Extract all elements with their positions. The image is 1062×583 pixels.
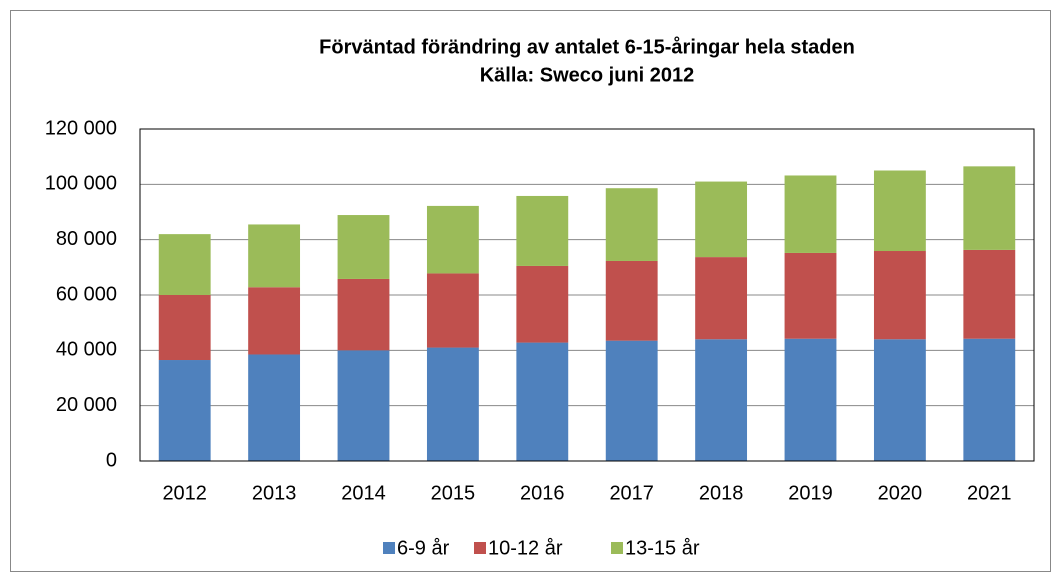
chart-subtitle: Källa: Sweco juni 2012 bbox=[480, 64, 695, 86]
legend-label: 6-9 år bbox=[397, 537, 450, 559]
bar-segment bbox=[426, 273, 479, 348]
bar-segment bbox=[963, 249, 1016, 339]
bar-segment bbox=[158, 234, 211, 295]
bar-segment bbox=[516, 342, 569, 461]
y-tick-label: 80 000 bbox=[56, 228, 117, 250]
bar-segment bbox=[605, 188, 658, 261]
x-tick-label: 2012 bbox=[162, 482, 207, 504]
bar-segment bbox=[784, 175, 837, 253]
y-tick-label: 20 000 bbox=[56, 394, 117, 416]
bar-segment bbox=[873, 339, 926, 461]
bar-segment bbox=[873, 251, 926, 340]
x-tick-label: 2019 bbox=[788, 482, 833, 504]
y-tick-label: 0 bbox=[106, 449, 117, 471]
bar-segment bbox=[248, 224, 301, 288]
legend-swatch bbox=[611, 542, 623, 554]
bar-segment bbox=[695, 339, 748, 461]
bar-segment bbox=[337, 350, 390, 461]
bar-segment bbox=[695, 181, 748, 258]
bar-segment bbox=[963, 338, 1016, 461]
x-tick-label: 2021 bbox=[967, 482, 1012, 504]
x-tick-label: 2017 bbox=[609, 482, 654, 504]
x-tick-label: 2014 bbox=[341, 482, 386, 504]
y-tick-label: 60 000 bbox=[56, 283, 117, 305]
bar-segment bbox=[337, 278, 390, 351]
bar-segment bbox=[158, 360, 211, 461]
bar-segment bbox=[605, 340, 658, 461]
y-tick-label: 100 000 bbox=[45, 173, 117, 195]
bar-segment bbox=[784, 338, 837, 461]
x-tick-label: 2016 bbox=[520, 482, 565, 504]
x-tick-label: 2013 bbox=[252, 482, 297, 504]
chart-title: Förväntad förändring av antalet 6-15-åri… bbox=[319, 35, 855, 58]
y-tick-label: 120 000 bbox=[45, 117, 117, 139]
bar-segment bbox=[873, 170, 926, 252]
y-tick-label: 40 000 bbox=[56, 339, 117, 361]
legend-label: 13-15 år bbox=[625, 537, 700, 559]
bar-segment bbox=[963, 166, 1016, 250]
legend-swatch bbox=[474, 542, 486, 554]
x-tick-label: 2018 bbox=[699, 482, 744, 504]
bar-segment bbox=[784, 252, 837, 339]
legend-label: 10-12 år bbox=[488, 537, 563, 559]
bar-segment bbox=[337, 215, 390, 279]
bar-segment bbox=[695, 257, 748, 340]
bar-segment bbox=[248, 287, 301, 355]
bar-segment bbox=[516, 195, 569, 266]
plot-border bbox=[139, 128, 1035, 462]
bar-segment bbox=[426, 205, 479, 274]
legend-swatch bbox=[383, 542, 395, 554]
bar-segment bbox=[158, 295, 211, 361]
x-tick-label: 2015 bbox=[431, 482, 476, 504]
bar-segment bbox=[605, 260, 658, 341]
x-tick-label: 2020 bbox=[878, 482, 923, 504]
bar-segment bbox=[248, 354, 301, 461]
bar-segment bbox=[426, 347, 479, 461]
bar-segment bbox=[516, 265, 569, 343]
